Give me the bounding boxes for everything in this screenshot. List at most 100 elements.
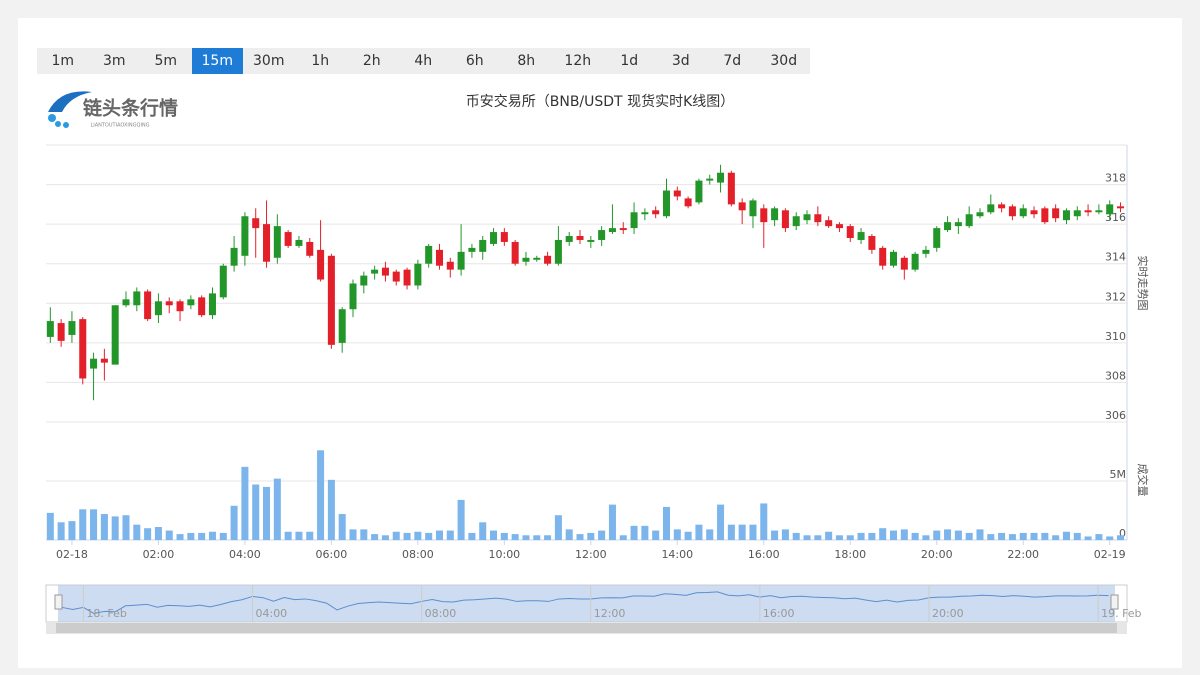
candle-body [176,301,184,312]
candle-body [165,301,173,306]
candle-body [1084,210,1092,213]
volume-bar [846,535,854,540]
navigator-line [62,591,1109,614]
candle-body [306,241,314,256]
candle-body [533,257,541,260]
interval-button[interactable]: 5m [154,53,178,69]
candle-body [706,178,714,181]
interval-buttons: 1m 3m 5m 15m 30m 1h 2h 4h 6h 8h 12h 1d 3d 7d 30d [37,48,810,74]
candle-body [738,202,746,211]
logo-dot [63,122,69,128]
volume-bar [500,532,508,540]
volume-bar [133,524,141,540]
volume-bar [565,529,573,540]
interval-button[interactable]: 15m [191,48,243,74]
volume-bar [468,532,476,540]
volume-bar [317,450,325,540]
interval-button[interactable]: 1m [51,53,75,69]
volume-bar [965,532,973,540]
volume-bar [295,531,303,540]
interval-button[interactable]: 3d [671,53,690,69]
volume-bar [1041,532,1049,540]
candle-body [846,226,854,238]
x-tick-label: 16:00 [748,548,780,561]
candle-body [317,249,325,280]
volume-bar [987,534,995,540]
volume-bar [79,509,87,540]
volume-bar [327,479,335,540]
candle-body [1117,206,1125,209]
volume-bar [706,529,714,540]
candle-body [208,293,216,316]
candle-body [425,245,433,264]
scrollbar-thumb[interactable] [56,623,1117,633]
candle-body [46,321,54,337]
candle-body [90,358,98,369]
candle-body [381,267,389,276]
candle-body [284,232,292,246]
volume-bar [749,524,757,540]
x-tick-label: 18:00 [834,548,866,561]
volume-bar [835,535,843,540]
volume-bar [641,525,649,540]
interval-button[interactable]: 1d [620,53,639,69]
interval-button[interactable]: 30d [770,53,798,69]
volume-bar [738,524,746,540]
candle-body [608,228,616,233]
candle-body [154,301,162,316]
candle-body [857,232,865,240]
volume-bar [554,515,562,540]
candle-body [79,319,87,379]
interval-button[interactable]: 12h [564,53,592,69]
volume-bar [662,506,671,540]
volume-bar [1052,535,1060,540]
candle-body [1062,210,1070,221]
interval-button[interactable]: 8h [517,53,536,69]
x-tick-label: 02-18 [56,548,88,561]
interval-button[interactable]: 4h [414,53,433,69]
volume-bar [1030,532,1038,540]
candle-body [144,291,152,320]
navigator-handle[interactable] [54,594,63,610]
volume-bar [414,531,422,540]
interval-button[interactable]: 30m [253,53,285,69]
volume-bar [1095,534,1103,540]
candle-body [814,214,822,223]
candle-body [1030,210,1038,215]
navigator-tick-label: 20:00 [932,607,964,620]
candle-body [544,255,552,264]
candle-body [500,232,508,242]
navigator-handle[interactable] [1110,594,1119,610]
y-tick-label: 310 [1105,330,1126,343]
interval-button[interactable]: 2h [362,53,381,69]
volume-bar [889,530,898,540]
y-tick-label: 306 [1105,409,1126,422]
volume-bar [435,530,443,540]
candle-body [835,224,843,229]
candle-body [717,172,725,183]
candle-body [1095,210,1103,213]
navigator-range[interactable] [58,585,1115,622]
volume-bar [781,529,789,540]
volume-bar [176,534,184,540]
interval-button[interactable]: 1h [311,53,330,69]
volume-bar [533,535,541,540]
volume-bar [598,530,606,540]
y-tick-label: 318 [1105,172,1126,185]
volume-bar [360,529,368,540]
x-tick-label: 10:00 [488,548,520,561]
candle-body [263,224,271,262]
volume-bar [111,516,119,540]
candle-body [122,299,130,306]
volume-bar [349,529,357,540]
volume-bar [68,521,76,540]
volume-bar [857,532,865,540]
interval-button[interactable]: 6h [465,53,484,69]
interval-button[interactable]: 3m [102,53,126,69]
candle-body [922,249,930,254]
candle-body [1041,208,1049,223]
logo: 链头条行情 LIANTOUTIAOXINGQING [48,91,178,129]
interval-button[interactable]: 7d [723,53,742,69]
volume-bar [695,524,703,540]
volume-bar [511,534,519,540]
